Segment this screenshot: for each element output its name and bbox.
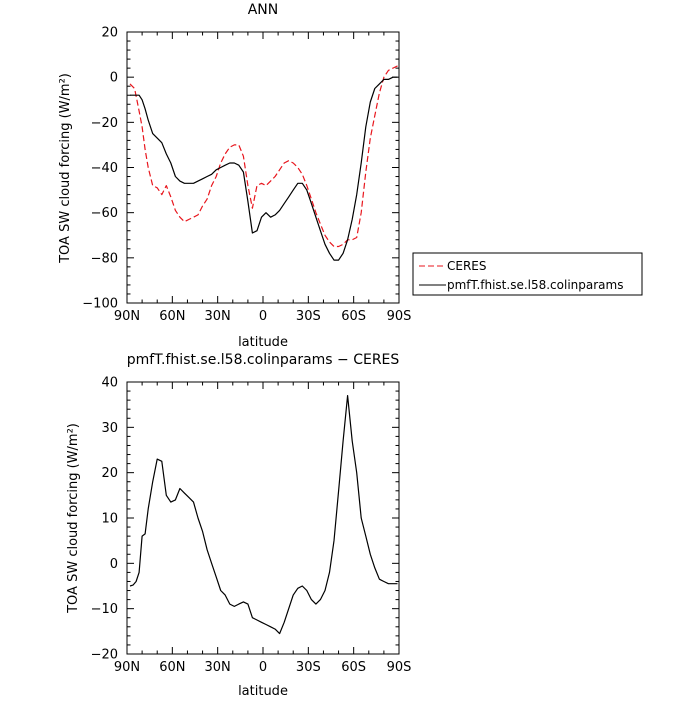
series-line-pmft-fhist-se-l58-colinparams	[130, 76, 398, 261]
y-tick-label: 20	[101, 26, 118, 41]
bottom-panel: pmfT.fhist.se.l58.colinparams − CERES 40…	[66, 352, 411, 699]
bottom-panel-title: pmfT.fhist.se.l58.colinparams − CERES	[127, 352, 400, 368]
x-tick-label: 0	[259, 660, 267, 675]
legend-label-ceres: CERES	[447, 259, 487, 273]
y-tick-label: −20	[91, 648, 118, 663]
bottom-panel-frame	[126, 381, 400, 655]
series-line-difference	[129, 395, 398, 635]
y-tick-label: 10	[101, 512, 118, 527]
top-panel-x-axis-title: latitude	[238, 335, 288, 350]
x-tick-label: 90N	[114, 309, 140, 324]
y-tick-label: −100	[82, 297, 118, 312]
bottom-panel-x-axis-title: latitude	[238, 684, 288, 699]
y-tick-label: −10	[91, 602, 118, 617]
x-tick-label: 60S	[341, 660, 366, 675]
x-tick-label: 30N	[205, 309, 231, 324]
legend-label-model: pmfT.fhist.se.l58.colinparams	[447, 278, 623, 292]
y-tick-label: −40	[91, 161, 118, 176]
y-tick-label: 40	[101, 376, 118, 391]
x-tick-label: 30N	[205, 660, 231, 675]
top-panel-y-axis-title: TOA SW cloud forcing (W/m²)	[58, 73, 73, 264]
x-tick-label: 60N	[159, 660, 185, 675]
top-panel-title: ANN	[248, 2, 279, 18]
y-tick-label: 20	[101, 466, 118, 481]
x-tick-label: 90S	[387, 309, 412, 324]
x-tick-label: 90S	[387, 660, 412, 675]
series-line-ceres	[129, 65, 398, 248]
x-tick-label: 30S	[296, 309, 321, 324]
x-tick-label: 60N	[159, 309, 185, 324]
y-tick-label: −20	[91, 116, 118, 131]
x-tick-label: 60S	[341, 309, 366, 324]
bottom-panel-y-axis-title: TOA SW cloud forcing (W/m²)	[66, 423, 81, 614]
y-tick-label: −80	[91, 251, 118, 266]
x-tick-label: 90N	[114, 660, 140, 675]
y-tick-label: −60	[91, 206, 118, 221]
top-panel-series	[129, 65, 398, 261]
x-tick-label: 0	[259, 309, 267, 324]
legend: CERES pmfT.fhist.se.l58.colinparams	[412, 252, 643, 296]
top-panel-frame	[126, 31, 400, 304]
x-tick-label: 30S	[296, 660, 321, 675]
y-tick-label: 0	[110, 71, 118, 86]
y-tick-label: 30	[101, 421, 118, 436]
bottom-panel-series	[129, 395, 398, 635]
y-tick-label: 0	[110, 557, 118, 572]
legend-box	[412, 252, 643, 296]
